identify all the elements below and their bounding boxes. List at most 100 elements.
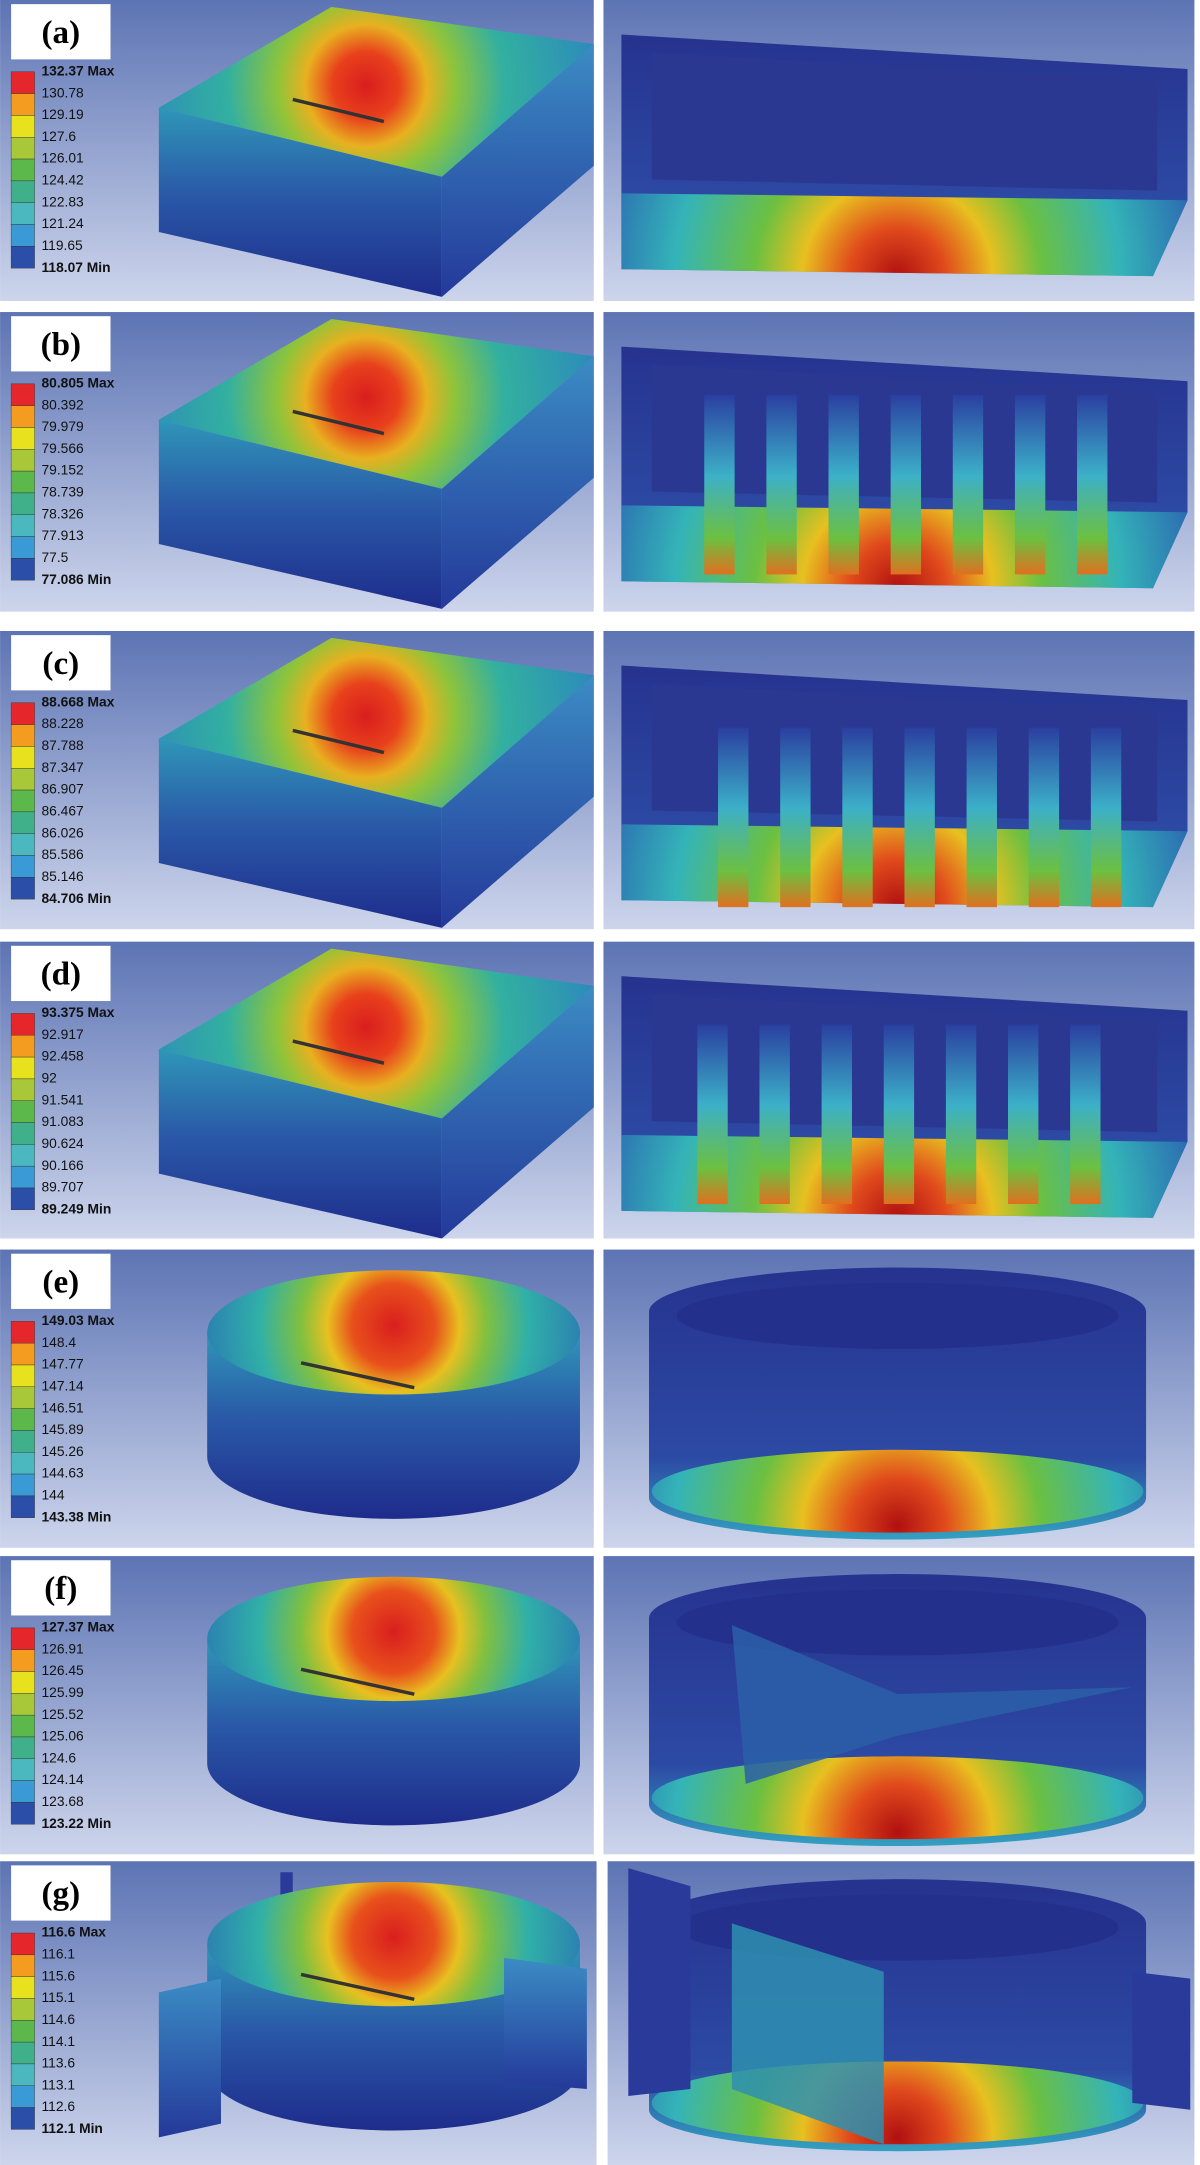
legend-swatch xyxy=(10,470,35,494)
legend-label: 80.805 Max xyxy=(41,375,114,390)
legend-swatch xyxy=(10,1035,35,1058)
panel-label: (e) xyxy=(42,1263,79,1300)
legend-label: 92.458 xyxy=(41,1049,84,1064)
legend-swatch xyxy=(10,1013,35,1036)
legend-label: 112.6 xyxy=(41,2099,75,2114)
legend-swatch xyxy=(10,2107,35,2130)
legend-label: 79.152 xyxy=(41,463,83,478)
legend-label: 112.1 Min xyxy=(41,2121,102,2136)
legend-swatch xyxy=(10,2063,35,2086)
legend-swatch xyxy=(10,1056,35,1080)
legend-swatch xyxy=(10,2085,35,2108)
legend-swatch xyxy=(10,1649,35,1672)
section-view xyxy=(649,1879,1147,2152)
fin xyxy=(158,1978,221,2138)
legend-label: 145.26 xyxy=(41,1444,84,1459)
legend-swatch xyxy=(10,1495,35,1518)
legend-swatch xyxy=(10,558,35,581)
legend-label: 114.6 xyxy=(41,2012,75,2027)
legend-swatch xyxy=(10,1430,35,1453)
legend-label: 79.566 xyxy=(41,441,84,456)
legend-swatch xyxy=(10,1122,35,1145)
legend-label: 125.52 xyxy=(41,1707,83,1722)
legend-swatch xyxy=(10,1998,35,2021)
legend-label: 123.22 Min xyxy=(41,1816,111,1831)
section-view xyxy=(621,34,1188,277)
legend-swatch xyxy=(10,1342,35,1366)
legend-label: 88.228 xyxy=(41,716,84,731)
label-box xyxy=(11,1253,111,1309)
legend-swatch xyxy=(10,158,35,182)
legend-label: 124.6 xyxy=(41,1750,76,1765)
legend-label: 124.42 xyxy=(41,173,83,188)
fin xyxy=(504,1957,587,2090)
legend-swatch xyxy=(10,405,35,428)
legend-label: 147.14 xyxy=(41,1378,84,1393)
legend-swatch xyxy=(10,427,35,450)
legend-swatch xyxy=(10,224,35,247)
label-box xyxy=(11,1560,111,1616)
legend-label: 132.37 Max xyxy=(41,63,114,78)
legend-label: 84.706 Min xyxy=(41,891,111,906)
panel-label: (c) xyxy=(42,645,79,682)
legend-swatch xyxy=(10,1736,35,1759)
legend-label: 78.326 xyxy=(41,506,84,521)
legend-label: 118.07 Min xyxy=(41,260,110,275)
legend-label: 147.77 xyxy=(41,1357,83,1372)
legend-swatch xyxy=(10,702,35,725)
legend-swatch xyxy=(10,1976,35,1999)
legend-label: 79.979 xyxy=(41,419,84,434)
legend-label: 92.917 xyxy=(41,1027,83,1042)
legend-label: 149.03 Max xyxy=(41,1313,114,1328)
legend-label: 88.668 Max xyxy=(41,694,114,709)
legend-swatch xyxy=(10,1364,35,1388)
legend-label: 148.4 xyxy=(41,1335,76,1350)
baffle xyxy=(731,1923,884,2145)
legend-swatch xyxy=(10,1187,35,1211)
legend-label: 86.026 xyxy=(41,825,84,840)
fin xyxy=(1132,1971,1191,2110)
legend-swatch xyxy=(10,536,35,559)
legend-swatch xyxy=(10,514,35,537)
legend-swatch xyxy=(10,1780,35,1803)
legend-label: 119.65 xyxy=(41,238,83,253)
legend-label: 145.89 xyxy=(41,1422,84,1437)
legend-swatch xyxy=(10,1408,35,1431)
legend-label: 115.6 xyxy=(41,1968,75,1983)
legend-swatch xyxy=(10,1473,35,1497)
section-view xyxy=(649,1267,1147,1540)
legend-swatch xyxy=(10,1954,35,1977)
legend-label: 87.788 xyxy=(41,738,84,753)
legend-label: 126.01 xyxy=(41,151,83,166)
baffle xyxy=(731,1625,1133,1784)
legend-label: 124.14 xyxy=(41,1772,84,1787)
legend-label: 121.24 xyxy=(41,216,84,231)
legend-label: 144.63 xyxy=(41,1466,84,1481)
label-box xyxy=(11,4,111,60)
label-box xyxy=(11,635,111,691)
legend-label: 125.06 xyxy=(41,1729,84,1744)
row: (e) 149.03 Max 148.4 147.77 147.14 146.51 145.… xyxy=(0,1249,1195,1548)
legend-label: 90.624 xyxy=(41,1136,84,1151)
legend-swatch xyxy=(10,1671,35,1694)
legend-swatch xyxy=(10,1627,35,1650)
legend-label: 90.166 xyxy=(41,1158,84,1173)
legend-swatch xyxy=(10,1100,35,1123)
legend-swatch xyxy=(10,1802,35,1825)
panel-label: (f) xyxy=(44,1570,77,1607)
legend-swatch xyxy=(10,137,35,160)
legend-swatch xyxy=(10,833,35,856)
legend-label: 91.541 xyxy=(41,1092,83,1107)
legend-swatch xyxy=(10,246,35,269)
legend-swatch xyxy=(10,811,35,834)
panel-label: (d) xyxy=(41,955,81,992)
legend-label: 115.1 xyxy=(41,1990,75,2005)
legend-label: 77.086 Min xyxy=(41,572,111,587)
panel-label: (a) xyxy=(42,14,81,51)
panel-label: (b) xyxy=(41,326,81,363)
legend-label: 143.38 Min xyxy=(41,1509,111,1524)
legend-swatch xyxy=(10,1386,35,1409)
legend-label: 92 xyxy=(41,1071,56,1086)
legend-label: 123.68 xyxy=(41,1794,84,1809)
model-view xyxy=(205,1575,582,1828)
